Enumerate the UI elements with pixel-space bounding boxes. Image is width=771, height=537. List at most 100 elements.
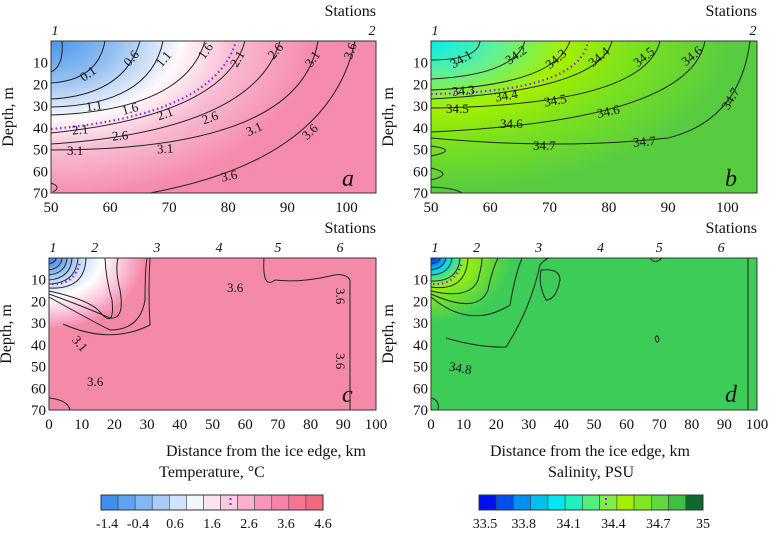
svg-text:1.6: 1.6 [120,99,140,118]
svg-text:2.1: 2.1 [71,121,88,137]
y-tick-label: 30 [413,99,428,115]
y-tick-label: 20 [31,294,46,310]
svg-text:34.7: 34.7 [632,133,656,150]
svg-text:3.6: 3.6 [87,374,104,389]
colorbar-cell [220,494,238,511]
station-label: 4 [597,241,604,256]
panel-c-field [49,258,376,410]
colorbar-tick-label: 2.6 [240,517,258,532]
station-label: 5 [274,241,281,256]
y-tick-label: 40 [413,338,428,354]
colorbar-title: Salinity, PSU [548,464,635,481]
colorbar-cell [651,494,669,511]
x-tick-label: 50 [587,417,602,433]
colorbar-cell [633,494,652,511]
y-axis-label: Depth, m [380,87,397,147]
y-tick-label: 30 [33,99,48,115]
colorbar-frame [100,494,324,511]
panel-b-salinity-contour: 34.1 34.2 34.3 34.4 34.5 34.6 34.3 34.4 … [430,40,758,194]
colorbars: Temperature, °C -1.4 -0.4 0.6 1.6 2.6 3.6 4.6 Sa… [96,464,710,532]
colorbar-cell [134,494,153,511]
colorbar-cell [530,494,549,511]
y-tick-label: 50 [33,143,48,159]
colorbar-cell [203,494,221,511]
colorbar-tick-label: 34.1 [556,517,581,532]
colorbar-tick-label: 33.5 [473,517,498,532]
panel-d-axes: 0 10 20 30 40 50 60 70 80 90 100 10 20 30 40 50 60 70 Dept… [380,220,768,433]
svg-text:1.1: 1.1 [85,97,103,114]
colorbar-cell [186,494,204,511]
x-tick-label: 70 [270,417,285,433]
x-tick-label: 30 [521,417,536,433]
colorbar-temperature: Temperature, °C -1.4 -0.4 0.6 1.6 2.6 3.6 4.6 [96,464,332,532]
colorbar-tick-label: 33.8 [512,517,537,532]
svg-text:34.6: 34.6 [500,116,523,131]
svg-text:3.6: 3.6 [220,167,240,185]
svg-text:2.1: 2.1 [227,48,248,70]
svg-text:34.8: 34.8 [448,359,473,378]
y-tick-label: 70 [33,186,48,202]
colorbar-tick-label: 34.7 [646,517,671,532]
y-tick-label: 70 [31,403,46,419]
y-axis-label: Depth, m [380,304,397,364]
svg-text:3.6: 3.6 [340,40,360,61]
svg-text:34.3: 34.3 [451,82,475,99]
colorbar-cell [237,494,255,511]
x-tick-label: 60 [103,200,118,216]
svg-text:3.6: 3.6 [333,353,348,370]
x-tick-label: 20 [107,417,122,433]
station-label: 1 [432,241,439,256]
x-tick-label: 90 [280,200,295,216]
y-tick-label: 10 [413,273,428,289]
colorbar-tick-label: 34.4 [601,517,626,532]
station-label: 1 [52,24,59,39]
station-label: 2 [369,24,376,39]
svg-text:34.5: 34.5 [543,91,568,110]
svg-text:3.1: 3.1 [157,141,174,157]
y-tick-label: 60 [31,381,46,397]
svg-text:34.5: 34.5 [446,101,469,116]
panel-b-field [431,41,757,193]
y-tick-label: 30 [31,316,46,332]
panel-d-letter: d [725,382,738,408]
station-label: 2 [91,241,98,256]
x-tick-label: 70 [542,200,557,216]
panel-b-letter: b [725,166,737,192]
colorbar-cell [685,494,704,511]
station-label: 2 [473,241,480,256]
colorbar-cell [288,494,307,511]
y-tick-label: 70 [413,403,428,419]
panel-c-frame [48,257,377,411]
x-tick-label: 20 [489,417,504,433]
x-tick-label: 0 [45,417,53,433]
y-tick-label: 10 [31,273,46,289]
x-tick-label: 10 [74,417,89,433]
panel-d-field [431,258,757,410]
colorbar-cell [271,494,290,511]
colorbar-salinity: Salinity, PSU 33.5 33.8 34.1 34.4 34.7 35 [473,464,710,532]
y-tick-label: 10 [413,56,428,72]
colorbar-cell [668,494,687,511]
stations-title: Stations [324,220,376,237]
x-tick-label: 40 [172,417,187,433]
panel-d-contour-labels: 34.8 [448,359,473,378]
x-tick-label: 60 [483,200,498,216]
y-tick-label: 20 [413,77,428,93]
x-tick-label: 70 [652,417,667,433]
colorbar-tick-label: 35 [696,517,710,532]
colorbar-cell [117,494,136,511]
y-axis-label: Depth, m [0,87,17,147]
y-tick-label: 50 [31,360,46,376]
x-tick-label: 80 [221,200,236,216]
x-tick-label: 80 [601,200,616,216]
y-tick-label: 50 [413,360,428,376]
svg-text:3.1: 3.1 [243,119,264,139]
colorbar-tick-label: 1.6 [203,517,221,532]
panel-c-letter: c [342,382,353,408]
svg-text:2.6: 2.6 [111,127,129,143]
x-tick-label: 90 [661,200,676,216]
colorbar-cell [478,494,497,511]
colorbar-cell [305,494,324,511]
